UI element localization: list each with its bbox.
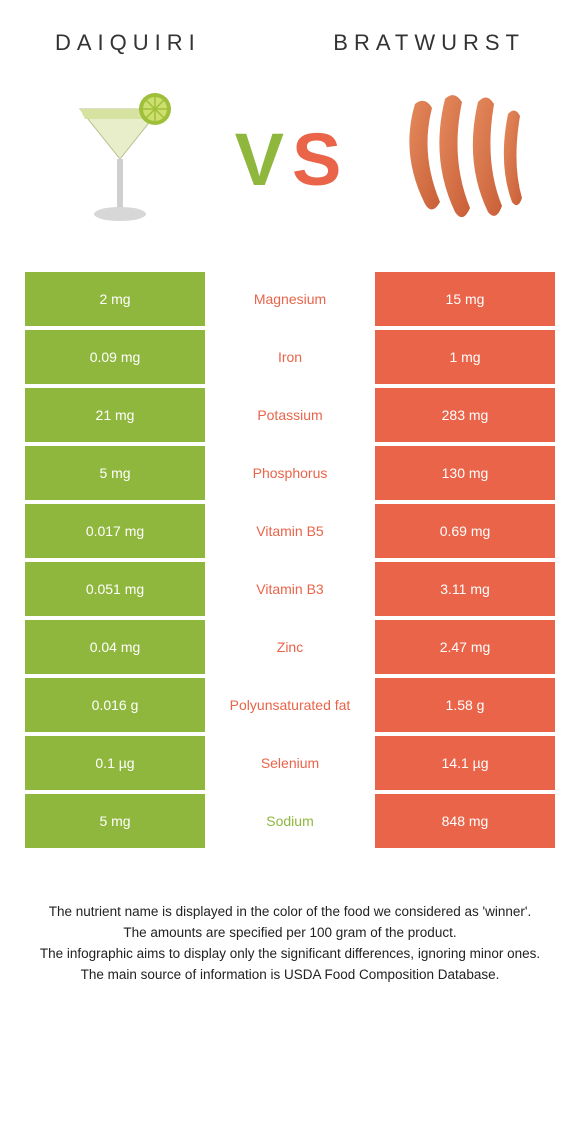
nutrient-label: Sodium (205, 794, 375, 848)
footer-line-1: The nutrient name is displayed in the co… (35, 902, 545, 923)
right-value: 0.69 mg (375, 504, 555, 558)
right-value: 1.58 g (375, 678, 555, 732)
vs-label: V S (235, 117, 346, 202)
right-value: 2.47 mg (375, 620, 555, 674)
title-row: DAIQUIRI BRATWURST (25, 20, 555, 74)
right-value: 1 mg (375, 330, 555, 384)
left-value: 0.017 mg (25, 504, 205, 558)
daiquiri-image (45, 74, 195, 244)
footer-notes: The nutrient name is displayed in the co… (25, 852, 555, 986)
left-value: 5 mg (25, 794, 205, 848)
right-value: 15 mg (375, 272, 555, 326)
nutrient-label: Zinc (205, 620, 375, 674)
nutrient-row: 21 mgPotassium283 mg (25, 388, 555, 442)
nutrient-label: Magnesium (205, 272, 375, 326)
nutrient-label: Iron (205, 330, 375, 384)
left-title: DAIQUIRI (55, 30, 201, 56)
nutrient-row: 5 mgSodium848 mg (25, 794, 555, 848)
nutrient-row: 0.1 µgSelenium14.1 µg (25, 736, 555, 790)
nutrient-label: Potassium (205, 388, 375, 442)
right-value: 14.1 µg (375, 736, 555, 790)
right-value: 3.11 mg (375, 562, 555, 616)
footer-line-4: The main source of information is USDA F… (35, 965, 545, 986)
nutrient-label: Polyunsaturated fat (205, 678, 375, 732)
left-value: 0.1 µg (25, 736, 205, 790)
right-value: 848 mg (375, 794, 555, 848)
sausages-icon (390, 84, 530, 234)
left-value: 0.016 g (25, 678, 205, 732)
right-value: 130 mg (375, 446, 555, 500)
left-value: 0.09 mg (25, 330, 205, 384)
left-value: 0.04 mg (25, 620, 205, 674)
nutrient-table: 2 mgMagnesium15 mg0.09 mgIron1 mg21 mgPo… (25, 272, 555, 848)
hero-row: V S (25, 74, 555, 272)
vs-s: S (292, 117, 345, 202)
nutrient-row: 0.09 mgIron1 mg (25, 330, 555, 384)
nutrient-row: 0.04 mgZinc2.47 mg (25, 620, 555, 674)
nutrient-label: Selenium (205, 736, 375, 790)
nutrient-row: 0.016 gPolyunsaturated fat1.58 g (25, 678, 555, 732)
left-value: 21 mg (25, 388, 205, 442)
nutrient-label: Phosphorus (205, 446, 375, 500)
nutrient-label: Vitamin B3 (205, 562, 375, 616)
vs-v: V (235, 117, 288, 202)
nutrient-row: 5 mgPhosphorus130 mg (25, 446, 555, 500)
nutrient-row: 2 mgMagnesium15 mg (25, 272, 555, 326)
footer-line-2: The amounts are specified per 100 gram o… (35, 923, 545, 944)
right-title: BRATWURST (333, 30, 525, 56)
nutrient-row: 0.051 mgVitamin B33.11 mg (25, 562, 555, 616)
left-value: 0.051 mg (25, 562, 205, 616)
left-value: 5 mg (25, 446, 205, 500)
cocktail-icon (60, 79, 180, 239)
left-value: 2 mg (25, 272, 205, 326)
footer-line-3: The infographic aims to display only the… (35, 944, 545, 965)
nutrient-label: Vitamin B5 (205, 504, 375, 558)
bratwurst-image (385, 74, 535, 244)
right-value: 283 mg (375, 388, 555, 442)
nutrient-row: 0.017 mgVitamin B50.69 mg (25, 504, 555, 558)
